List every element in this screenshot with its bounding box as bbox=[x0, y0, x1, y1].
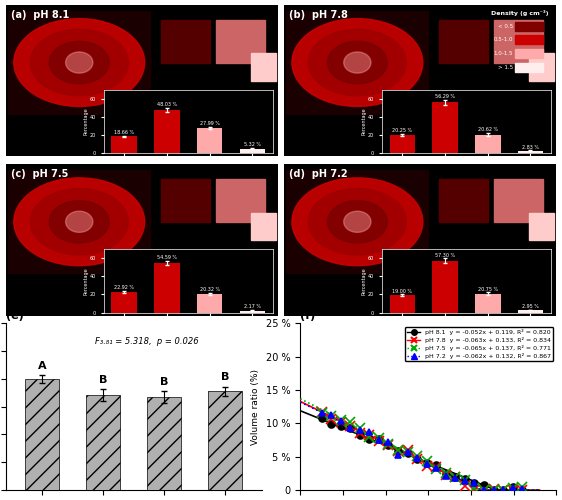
Text: B: B bbox=[99, 374, 107, 384]
Bar bbox=[529, 54, 554, 80]
Text: 1.0-1.5: 1.0-1.5 bbox=[493, 51, 513, 56]
Bar bbox=[515, 36, 543, 44]
Bar bbox=[515, 22, 543, 30]
Bar bbox=[8, 11, 150, 114]
Text: F₃.₈₁ = 5.318,  p = 0.026: F₃.₈₁ = 5.318, p = 0.026 bbox=[95, 337, 198, 346]
Text: B: B bbox=[160, 378, 169, 388]
Bar bbox=[209, 392, 242, 490]
Bar bbox=[8, 170, 150, 273]
Ellipse shape bbox=[309, 29, 406, 96]
Y-axis label: Volume ratio (%): Volume ratio (%) bbox=[251, 368, 260, 444]
Ellipse shape bbox=[66, 52, 93, 73]
Ellipse shape bbox=[327, 200, 387, 243]
Text: (f): (f) bbox=[300, 312, 315, 322]
Bar bbox=[87, 395, 120, 490]
Ellipse shape bbox=[327, 42, 387, 84]
Bar bbox=[161, 180, 210, 222]
Bar bbox=[493, 20, 543, 62]
Text: Density (g cm⁻³): Density (g cm⁻³) bbox=[491, 10, 548, 16]
Ellipse shape bbox=[66, 211, 93, 233]
Legend: pH 8.1  y = -0.052x + 0.119, R² = 0.820, pH 7.8  y = -0.063x + 0.133, R² = 0.834: pH 8.1 y = -0.052x + 0.119, R² = 0.820, … bbox=[405, 326, 553, 361]
Bar bbox=[529, 212, 554, 240]
Text: (d)  pH 7.2: (d) pH 7.2 bbox=[289, 169, 348, 179]
Ellipse shape bbox=[49, 42, 109, 84]
Ellipse shape bbox=[14, 178, 144, 266]
Ellipse shape bbox=[309, 188, 406, 255]
Text: 0.5-1.0: 0.5-1.0 bbox=[493, 38, 513, 43]
Text: A: A bbox=[38, 360, 47, 370]
Bar bbox=[251, 212, 275, 240]
Ellipse shape bbox=[30, 188, 128, 255]
Ellipse shape bbox=[344, 52, 371, 73]
Text: (e): (e) bbox=[6, 312, 24, 322]
Bar bbox=[287, 11, 428, 114]
Text: B: B bbox=[221, 372, 229, 382]
Ellipse shape bbox=[292, 178, 423, 266]
Bar bbox=[515, 49, 543, 58]
Ellipse shape bbox=[49, 200, 109, 243]
Text: (c)  pH 7.5: (c) pH 7.5 bbox=[11, 169, 69, 179]
Bar bbox=[493, 180, 543, 222]
Bar bbox=[216, 20, 265, 62]
Bar bbox=[147, 397, 181, 490]
Ellipse shape bbox=[344, 211, 371, 233]
Bar bbox=[25, 379, 59, 490]
Text: > 1.5: > 1.5 bbox=[497, 64, 513, 70]
Ellipse shape bbox=[292, 18, 423, 106]
Text: (a)  pH 8.1: (a) pH 8.1 bbox=[11, 10, 69, 20]
Bar bbox=[439, 20, 488, 62]
Bar bbox=[216, 180, 265, 222]
Text: < 0.5: < 0.5 bbox=[497, 24, 513, 28]
Bar bbox=[161, 20, 210, 62]
Bar bbox=[515, 62, 543, 72]
Ellipse shape bbox=[14, 18, 144, 106]
Bar bbox=[439, 180, 488, 222]
Text: (b)  pH 7.8: (b) pH 7.8 bbox=[289, 10, 348, 20]
Ellipse shape bbox=[30, 29, 128, 96]
Bar bbox=[287, 170, 428, 273]
Bar bbox=[251, 54, 275, 80]
